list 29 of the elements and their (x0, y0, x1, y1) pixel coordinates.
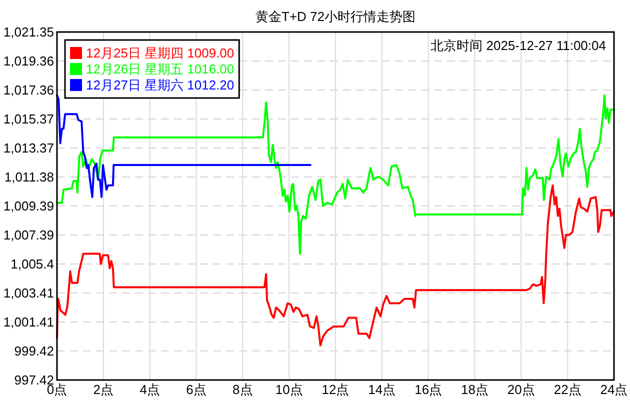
legend-label: 12月26日 星期五 1016.00 (86, 62, 234, 76)
x-tick-label: 20点 (507, 382, 535, 397)
x-tick-label: 4点 (140, 382, 160, 397)
y-tick-label: 1,011.38 (4, 169, 54, 184)
x-tick-label: 14点 (368, 382, 396, 397)
y-tick-label: 1,021.35 (3, 24, 54, 40)
x-tick-label: 22点 (554, 382, 582, 397)
x-tick-label: 10点 (275, 382, 303, 397)
x-tick-label: 16点 (414, 382, 442, 397)
legend-label: 12月27日 星期六 1012.20 (86, 78, 234, 92)
legend-label: 12月25日 星期四 1009.00 (86, 46, 234, 60)
chart-title: 黄金T+D 72小时行情走势图 (256, 9, 416, 24)
y-tick-label: 999.42 (14, 343, 54, 358)
y-tick-label: 1,013.37 (3, 140, 54, 156)
y-tick-label: 1,005.4 (10, 256, 54, 272)
y-tick-label: 1,003.41 (3, 285, 54, 300)
y-tick-label: 1,007.39 (3, 228, 54, 243)
y-tick-label: 1,019.36 (3, 53, 54, 68)
x-tick-label: 2点 (93, 382, 114, 397)
x-tick-label: 8点 (232, 382, 253, 397)
x-tick-label: 18点 (461, 382, 488, 397)
y-tick-label: 1,009.39 (3, 198, 54, 214)
x-tick-label: 12点 (322, 382, 350, 397)
annotation: 北京时间 2025-12-27 11:00:04 (430, 38, 606, 53)
x-tick-label: 24点 (600, 382, 628, 397)
x-tick-label: 6点 (186, 382, 206, 397)
y-tick-label: 1,017.36 (3, 82, 54, 98)
y-tick-label: 1,001.41 (3, 314, 54, 330)
y-tick-label: 1,015.37 (3, 111, 54, 126)
